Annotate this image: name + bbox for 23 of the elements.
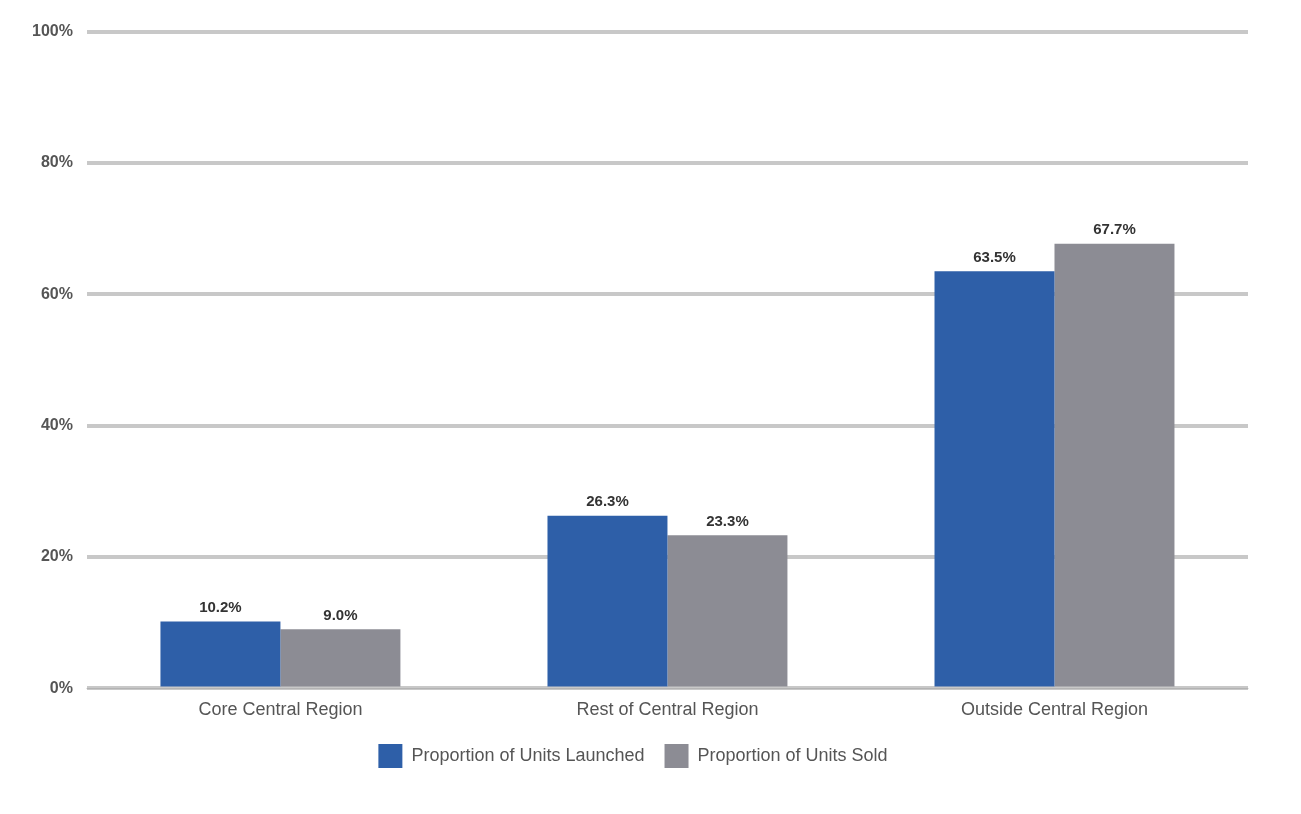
y-tick-label: 100%	[32, 22, 73, 40]
legend-label: Proportion of Units Launched	[411, 744, 645, 765]
bar	[280, 629, 401, 687]
y-tick-label: 40%	[40, 416, 73, 434]
data-label: 10.2%	[199, 598, 242, 616]
x-tick-label: Outside Central Region	[960, 699, 1149, 720]
data-label: 23.3%	[706, 512, 749, 530]
y-tick-label: 0%	[49, 678, 73, 696]
y-tick-label: 20%	[40, 547, 73, 565]
x-tick-label: Core Central Region	[198, 699, 363, 720]
bar	[667, 535, 788, 687]
bar	[160, 621, 281, 687]
legend-label: Proportion of Units Sold	[697, 744, 888, 765]
bar	[934, 271, 1055, 687]
y-tick-label: 80%	[40, 153, 73, 171]
bar	[547, 515, 668, 687]
data-label: 67.7%	[1093, 220, 1136, 238]
data-label: 63.5%	[973, 247, 1016, 265]
bar	[1054, 243, 1175, 687]
y-tick-label: 60%	[40, 284, 73, 302]
data-label: 9.0%	[323, 605, 358, 623]
x-tick-label: Rest of Central Region	[576, 699, 759, 720]
data-label: 26.3%	[586, 492, 629, 510]
